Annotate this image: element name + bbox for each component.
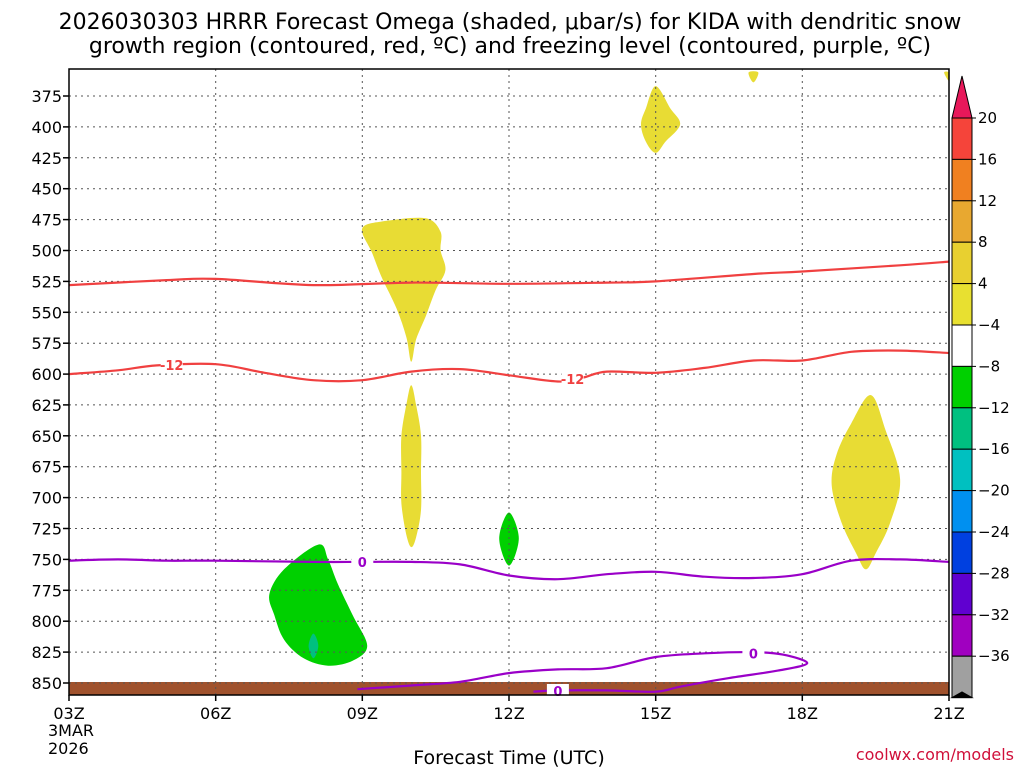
dgz-top-contour bbox=[68, 260, 950, 287]
omega-region-4 bbox=[748, 71, 759, 83]
date-label-year: 2026 bbox=[48, 739, 89, 758]
omega-shading-layer bbox=[269, 71, 950, 666]
colorbar-label-8: −16 bbox=[978, 440, 1010, 458]
colorbar-label-1: 16 bbox=[978, 150, 997, 168]
freezing-label-2: 0 bbox=[749, 647, 758, 662]
colorbar-swatch-5 bbox=[951, 283, 973, 326]
x-tick-label-15Z: 15Z bbox=[640, 704, 671, 723]
x-axis-forecast-time: 03Z 06Z 09Z 12Z 15Z 18Z 21Z bbox=[53, 695, 965, 723]
colorbar-label-7: −12 bbox=[978, 399, 1010, 417]
y-tick-label-600: 600 bbox=[31, 365, 62, 384]
y-tick-label-675: 675 bbox=[31, 458, 62, 477]
contour-layer: -12 -12 0 0 0 bbox=[68, 260, 950, 700]
colorbar-swatch-3 bbox=[951, 200, 973, 243]
y-tick-label-475: 475 bbox=[31, 211, 62, 230]
colorbar-label-2: 12 bbox=[978, 192, 997, 210]
x-axis-title: Forecast Time (UTC) bbox=[413, 747, 604, 768]
y-tick-label-375: 375 bbox=[31, 87, 62, 106]
y-tick-label-775: 775 bbox=[31, 581, 62, 600]
y-tick-label-450: 450 bbox=[31, 180, 62, 199]
colorbar-label-3: 8 bbox=[978, 233, 988, 251]
colorbar: 20 16 12 8 4 −4 −8 −12 −16 −20 −24 −28 −32 −36 bbox=[950, 75, 1010, 699]
omega-region-6 bbox=[269, 544, 368, 666]
y-axis-pressure: 375 400 425 450 475 500 525 550 575 600 625 650 675 7… bbox=[31, 87, 69, 693]
x-tick-label-12Z: 12Z bbox=[493, 704, 524, 723]
y-tick-label-525: 525 bbox=[31, 272, 62, 291]
colorbar-swatch-4 bbox=[951, 241, 973, 285]
colorbar-label-10: −24 bbox=[978, 523, 1010, 541]
colorbar-label-4: 4 bbox=[978, 275, 988, 293]
y-tick-label-725: 725 bbox=[31, 520, 62, 539]
y-tick-label-500: 500 bbox=[31, 242, 62, 261]
y-tick-label-575: 575 bbox=[31, 334, 62, 353]
y-tick-label-400: 400 bbox=[31, 118, 62, 137]
colorbar-swatch-11 bbox=[951, 531, 973, 574]
y-tick-label-550: 550 bbox=[31, 303, 62, 322]
colorbar-swatch-6 bbox=[951, 324, 973, 367]
credit-link[interactable]: coolwx.com/models bbox=[856, 745, 1014, 764]
colorbar-label-12: −32 bbox=[978, 606, 1010, 624]
omega-region-1 bbox=[361, 217, 446, 362]
x-tick-label-09Z: 09Z bbox=[347, 704, 378, 723]
omega-region-2 bbox=[401, 385, 422, 548]
freezing-label-2-bg bbox=[742, 646, 765, 661]
x-tick-label-06Z: 06Z bbox=[200, 704, 231, 723]
colorbar-swatch-9 bbox=[951, 448, 973, 492]
omega-region-8 bbox=[499, 512, 519, 566]
colorbar-swatch-2 bbox=[951, 158, 973, 202]
y-tick-label-850: 850 bbox=[31, 674, 62, 693]
freezing-label-0: 0 bbox=[358, 556, 367, 571]
colorbar-label-6: −8 bbox=[978, 357, 1000, 375]
x-tick-label-03Z: 03Z bbox=[53, 704, 84, 723]
dgz-contour-label-1-bg bbox=[561, 372, 584, 387]
dgz-contour-label-0: -12 bbox=[160, 359, 184, 374]
colorbar-swatch-12 bbox=[951, 572, 973, 616]
colorbar-label-13: −36 bbox=[978, 647, 1010, 665]
colorbar-label-5: −4 bbox=[978, 316, 1000, 334]
colorbar-swatch-13 bbox=[951, 614, 973, 657]
gridlines bbox=[69, 69, 949, 695]
x-tick-label-18Z: 18Z bbox=[787, 704, 818, 723]
omega-region-5 bbox=[944, 71, 950, 82]
freezing-level-contour bbox=[68, 557, 950, 581]
colorbar-swatch-14 bbox=[951, 655, 973, 699]
y-tick-label-425: 425 bbox=[31, 149, 62, 168]
colorbar-label-11: −28 bbox=[978, 564, 1010, 582]
freezing-label-0-bg bbox=[351, 554, 374, 569]
colorbar-label-9: −20 bbox=[978, 482, 1010, 500]
y-tick-label-800: 800 bbox=[31, 612, 62, 631]
omega-region-3 bbox=[831, 395, 901, 570]
dgz-contour-label-0-bg bbox=[160, 358, 183, 373]
y-tick-label-650: 650 bbox=[31, 427, 62, 446]
colorbar-swatch-10 bbox=[951, 490, 973, 533]
x-tick-label-21Z: 21Z bbox=[933, 704, 964, 723]
freezing-level-low-contour bbox=[357, 650, 809, 693]
date-label-day: 3MAR bbox=[48, 721, 94, 740]
dgz-contour-label-1: -12 bbox=[561, 373, 585, 388]
omega-region-0 bbox=[641, 86, 681, 153]
y-tick-label-825: 825 bbox=[31, 643, 62, 662]
y-tick-label-750: 750 bbox=[31, 550, 62, 569]
freezing-label-1: 0 bbox=[553, 685, 562, 700]
chart-title-line-2: growth region (contoured, red, ºC) and f… bbox=[89, 34, 931, 59]
colorbar-swatch-8 bbox=[951, 407, 973, 450]
chart-title-line-1: 2026030303 HRRR Forecast Omega (shaded, … bbox=[59, 10, 962, 35]
colorbar-swatch-7 bbox=[951, 365, 973, 409]
y-tick-label-625: 625 bbox=[31, 396, 62, 415]
y-tick-label-700: 700 bbox=[31, 489, 62, 508]
colorbar-swatch-1 bbox=[951, 117, 973, 160]
colorbar-swatch-15 bbox=[950, 691, 974, 699]
colorbar-label-0: 20 bbox=[978, 109, 997, 127]
dgz-bottom-contour bbox=[68, 349, 950, 383]
